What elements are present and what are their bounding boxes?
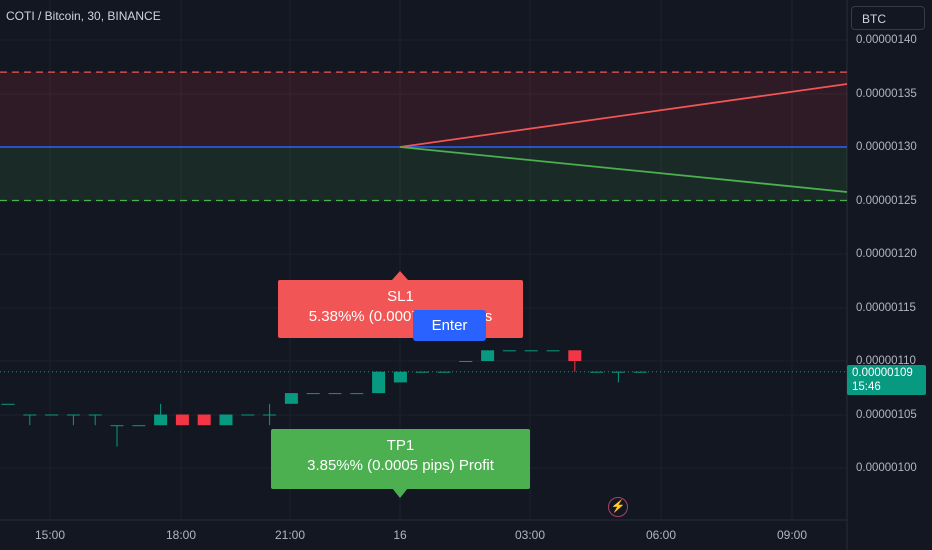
sl-pointer <box>392 271 408 280</box>
candle-countdown: 15:46 <box>852 381 881 393</box>
candle-body <box>481 350 495 361</box>
candle-body <box>66 414 80 416</box>
candle-body <box>306 393 320 395</box>
candle-body <box>88 414 102 416</box>
tp-pointer <box>392 488 408 498</box>
candle-body <box>154 414 168 426</box>
tp-text: 3.85%% (0.0005 pips) Profit <box>307 457 494 474</box>
time-label: 09:00 <box>776 528 808 542</box>
stop-loss-zone <box>0 72 847 147</box>
price-label: 0.00000135 <box>856 88 917 100</box>
candle-body <box>45 414 59 416</box>
currency-button[interactable]: BTC <box>851 6 925 30</box>
candle-body <box>372 371 386 394</box>
enter-badge[interactable]: Enter <box>413 310 486 341</box>
candle-body <box>459 361 473 362</box>
candle-body <box>502 350 516 352</box>
candle-body <box>263 414 277 416</box>
price-label: 0.00000120 <box>856 248 917 260</box>
stop-loss-label[interactable]: SL1 5.38%% (0.0007 pips) Loss <box>278 280 523 338</box>
symbol-title: COTI / Bitcoin, 30, BINANCE <box>6 9 161 23</box>
candle-body <box>350 393 364 395</box>
time-label: 16 <box>393 528 407 542</box>
price-label: 0.00000130 <box>856 141 917 153</box>
candle-body <box>197 414 211 426</box>
candle-body <box>393 371 407 383</box>
sl-title: SL1 <box>387 288 414 305</box>
candle-body <box>1 403 15 405</box>
candle-body <box>284 393 298 404</box>
lightning-icon[interactable]: ⚡ <box>608 497 628 517</box>
time-label: 06:00 <box>645 528 677 542</box>
candle-body <box>415 371 429 373</box>
candle-body <box>175 414 189 426</box>
price-label: 0.00000100 <box>856 462 917 474</box>
candle-body <box>241 414 255 416</box>
candle-body <box>328 393 342 395</box>
candle-body <box>23 414 37 416</box>
loss-trend-line <box>399 83 848 148</box>
profit-trend-line <box>399 146 848 193</box>
last-price-tag: 0.00000109 15:46 <box>847 365 926 395</box>
price-label: 0.00000110 <box>856 355 916 367</box>
price-label: 0.00000125 <box>856 195 917 207</box>
price-label: 0.00000140 <box>856 34 917 46</box>
candle-body <box>546 350 560 352</box>
price-label: 0.00000105 <box>856 409 917 421</box>
time-label: 15:00 <box>34 528 66 542</box>
time-label: 03:00 <box>514 528 546 542</box>
time-label: 18:00 <box>165 528 197 542</box>
candle-body <box>611 371 625 373</box>
price-label: 0.00000115 <box>856 302 916 314</box>
take-profit-label[interactable]: TP1 3.85%% (0.0005 pips) Profit <box>271 429 530 489</box>
candle-body <box>132 425 146 427</box>
tp-title: TP1 <box>386 437 415 454</box>
last-price-value: 0.00000109 <box>852 367 913 379</box>
candle-body <box>110 425 124 427</box>
candle-body <box>524 350 538 352</box>
candle-body <box>219 414 233 426</box>
take-profit-zone <box>0 147 847 201</box>
sl-text: 5.38%% (0.0007 pips) Loss <box>308 308 493 325</box>
candle-body <box>568 350 582 361</box>
time-label: 21:00 <box>274 528 306 542</box>
